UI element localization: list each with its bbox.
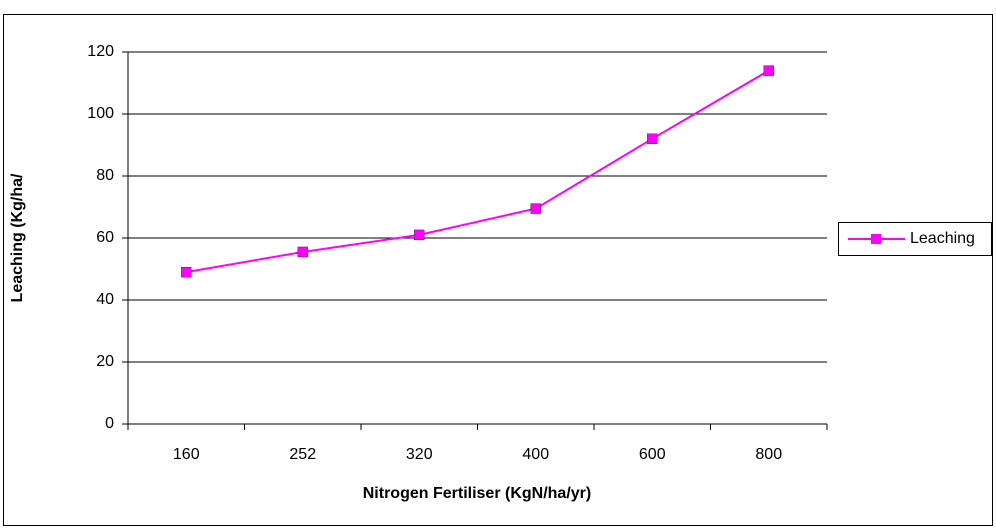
x-tick-label: 160 (173, 446, 200, 463)
data-point (181, 266, 192, 278)
x-tick-label: 600 (639, 446, 666, 463)
data-point (297, 246, 308, 258)
data-line (186, 69, 770, 274)
data-point (647, 133, 658, 144)
x-tick-label: 252 (289, 446, 316, 463)
legend-label: Leaching (910, 230, 975, 247)
x-tick-label: 320 (406, 446, 433, 463)
x-axis-title: Nitrogen Fertiliser (KgN/ha/yr) (363, 485, 591, 502)
legend-marker (871, 234, 881, 244)
y-tick-label: 20 (96, 353, 114, 370)
data-point (414, 229, 425, 241)
chart-border (3, 14, 993, 526)
y-tick-label: 120 (87, 43, 114, 60)
y-tick-label: 100 (87, 105, 114, 122)
y-tick-label: 0 (105, 415, 114, 432)
y-tick-label: 40 (96, 291, 114, 308)
data-point (530, 203, 541, 214)
x-tick-label: 800 (755, 446, 782, 463)
y-tick-label: 80 (96, 167, 114, 184)
y-tick-label: 60 (96, 229, 114, 246)
y-axis-title: Leaching (Kg/ha/ (9, 173, 26, 302)
data-point (763, 65, 774, 76)
x-tick-label: 400 (522, 446, 549, 463)
